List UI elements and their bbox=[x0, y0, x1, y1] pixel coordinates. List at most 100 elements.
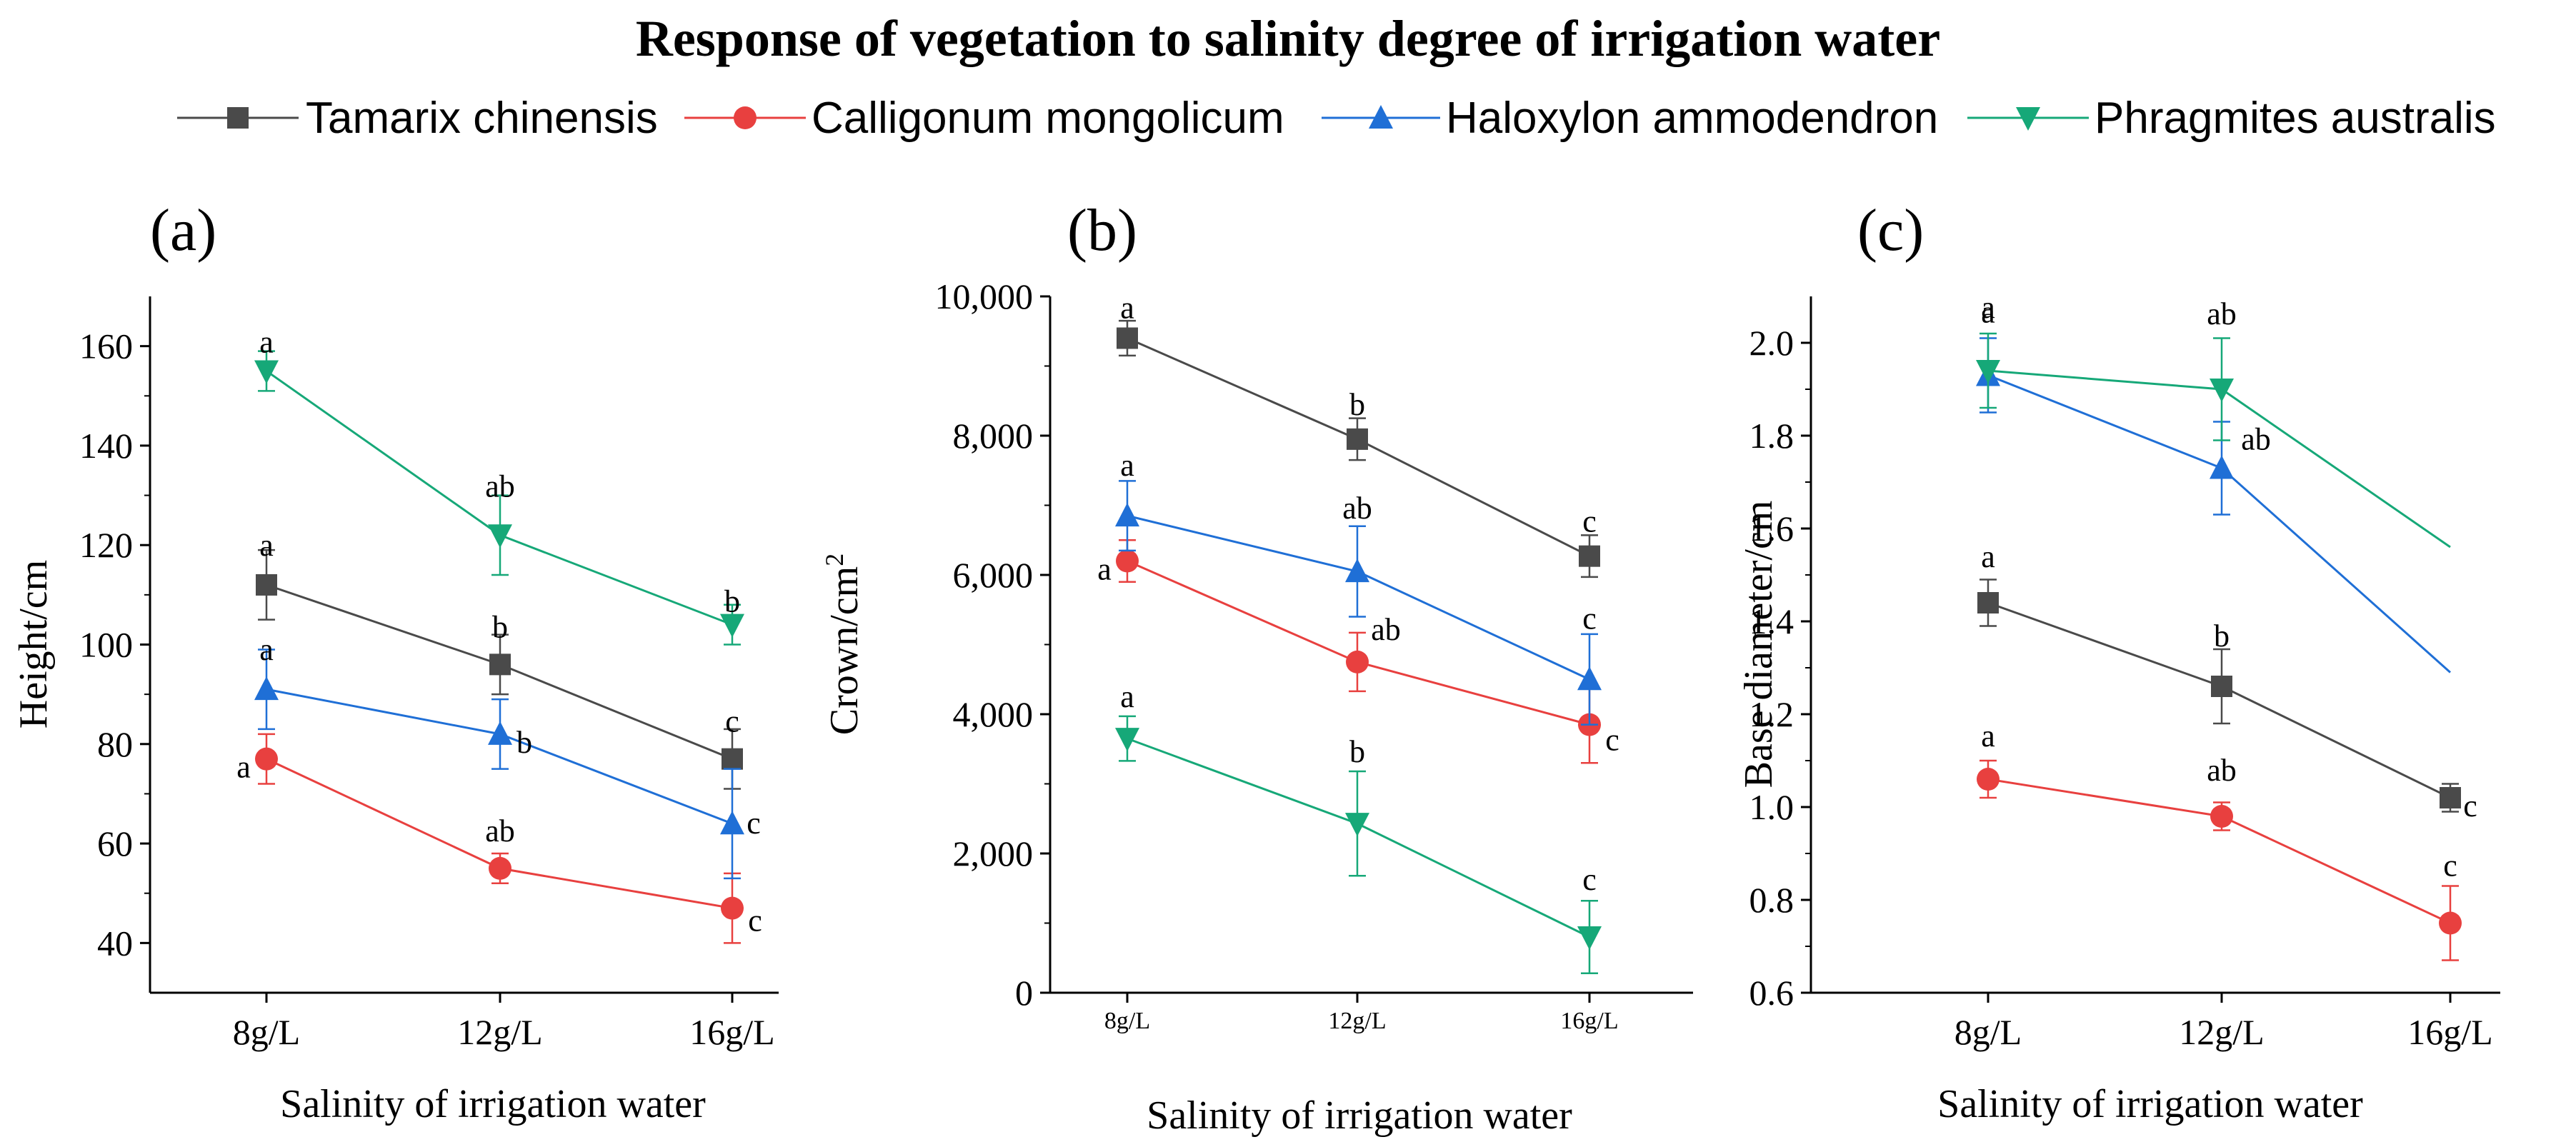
panel-a-series-haloxylon-ammodendron: abc bbox=[254, 632, 761, 880]
panel-a-xtick-label-2: 16g/L bbox=[689, 1012, 774, 1052]
panel-a-ytick-label-1: 60 bbox=[97, 823, 133, 863]
panel-a-xtick-label-0: 8g/L bbox=[233, 1012, 300, 1052]
panel-a-x-axis-label: Salinity of irrigation water bbox=[280, 1082, 706, 1126]
panel-c-series-calligonum-mongolicum-letter-1: ab bbox=[2207, 753, 2237, 788]
panel-a-series-phragmites-australis: a ab b bbox=[254, 324, 744, 646]
panel-c-ytick-label-2: 1.0 bbox=[1749, 787, 1794, 827]
panel-c-ytick-label-6: 1.8 bbox=[1749, 416, 1794, 456]
panel-b-series-phragmites-australis-letter-1: b bbox=[1349, 734, 1365, 769]
panel-b-y-axis-label-sup: 2 bbox=[820, 554, 849, 566]
panel-b-series-phragmites-australis-point-2 bbox=[1577, 926, 1602, 950]
legend-phragmites-australis: Phragmites australis bbox=[1967, 94, 2496, 143]
panel-b-ytick-label-2: 4,000 bbox=[953, 694, 1034, 734]
panel-c-series-tamarix-chinensis-letter-2: c bbox=[2463, 788, 2477, 823]
panel-b-series-haloxylon-ammodendron-letter-1: ab bbox=[1342, 491, 1372, 526]
panel-c-series-calligonum-mongolicum-letter-2: c bbox=[2443, 848, 2457, 883]
legend-haloxylon-ammodendron: Haloxylon ammodendron bbox=[1322, 94, 1938, 143]
panel-b-y-axis-label: Crown/cm2 bbox=[820, 554, 867, 735]
panel-c-series-tamarix-chinensis: abc bbox=[1977, 539, 2477, 823]
panel-b-series-phragmites-australis-letter-0: a bbox=[1120, 679, 1134, 714]
panel-a-series-tamarix-chinensis-letter-0: a bbox=[259, 528, 274, 563]
panel-c-ytick-label-7: 2.0 bbox=[1749, 323, 1794, 363]
panel-a-series-haloxylon-ammodendron-point-0 bbox=[254, 676, 279, 701]
panel-c-ytick-label-3: 1.2 bbox=[1749, 694, 1794, 734]
panel-c-y-axis-label: Base diameter/cm bbox=[1737, 501, 1781, 788]
panel-b-series-calligonum-mongolicum-letter-0: a bbox=[1097, 552, 1112, 587]
panel-b-ytick-label-5: 10,000 bbox=[935, 276, 1034, 316]
panel-b-series-tamarix-chinensis-point-0 bbox=[1117, 327, 1138, 349]
panel-b-series-haloxylon-ammodendron-point-1 bbox=[1345, 559, 1369, 583]
panel-b-series-calligonum-mongolicum-letter-2: c bbox=[1605, 723, 1619, 758]
panel-a-ytick-label-3: 100 bbox=[79, 625, 133, 665]
panel-b-series-phragmites-australis-point-1 bbox=[1345, 813, 1369, 837]
panel-c-xtick-label-0: 8g/L bbox=[1955, 1012, 2022, 1052]
panel-a-series-phragmites-australis-letter-1: ab bbox=[485, 469, 515, 504]
panel-b-series-tamarix-chinensis-point-2 bbox=[1579, 545, 1600, 567]
panel-a-series-calligonum-mongolicum-point-2 bbox=[721, 896, 744, 920]
panel-b-series-phragmites-australis: a b c bbox=[1115, 679, 1602, 974]
panel-c-series-phragmites-australis-letter-1: ab bbox=[2207, 296, 2237, 331]
panel-b-letter: (b) bbox=[1067, 197, 1137, 264]
panel-a-y-axis-label: Height/cm bbox=[11, 560, 56, 728]
panel-b-series-haloxylon-ammodendron: a ab c bbox=[1115, 448, 1602, 726]
legend-calligonum-mongolicum: Calligonum mongolicum bbox=[684, 94, 1284, 143]
panel-c-series-haloxylon-ammodendron: a ab bbox=[1976, 295, 2451, 673]
panel-c-series-tamarix-chinensis-letter-1: b bbox=[2214, 618, 2230, 653]
panel-b-series-calligonum-mongolicum-point-0 bbox=[1116, 549, 1139, 573]
legend-tamarix-chinensis: Tamarix chinensis bbox=[177, 94, 658, 143]
panel-c-series-tamarix-chinensis-letter-0: a bbox=[1981, 539, 1995, 574]
panel-b-series-calligonum-mongolicum-point-1 bbox=[1346, 650, 1369, 673]
panel-a-series-phragmites-australis-point-2 bbox=[720, 613, 744, 638]
panel-a-series-tamarix-chinensis-point-0 bbox=[256, 573, 277, 596]
panel-a-series-calligonum-mongolicum-point-1 bbox=[489, 856, 511, 880]
panel-a-xtick-label-1: 12g/L bbox=[457, 1012, 542, 1052]
panel-b-xtick-label-1: 12g/L bbox=[1328, 1008, 1386, 1034]
panel-a-series-haloxylon-ammodendron-point-1 bbox=[488, 721, 512, 745]
panel-c-series-haloxylon-ammodendron-letter-1: ab bbox=[2241, 422, 2271, 457]
panel-b-series-tamarix-chinensis-letter-1: b bbox=[1349, 387, 1365, 422]
panel-c-series-tamarix-chinensis-point-0 bbox=[1977, 592, 1999, 613]
panel-b-ytick-label-4: 8,000 bbox=[953, 416, 1034, 456]
panel-a-series-tamarix-chinensis: a b c bbox=[256, 528, 743, 790]
legend-phragmites-australis-marker bbox=[2016, 107, 2040, 131]
legend-haloxylon-ammodendron-marker bbox=[1369, 105, 1393, 129]
panel-b-ytick-label-1: 2,000 bbox=[953, 833, 1034, 873]
legend-phragmites-australis-label: Phragmites australis bbox=[2095, 94, 2496, 143]
panel-a-series-phragmites-australis-letter-2: b bbox=[724, 584, 740, 619]
legend-calligonum-mongolicum-label: Calligonum mongolicum bbox=[812, 94, 1284, 143]
panel-c-series-calligonum-mongolicum: a ab c bbox=[1977, 718, 2462, 961]
panel-a-series-tamarix-chinensis-point-1 bbox=[489, 653, 511, 676]
panel-a-series-phragmites-australis-point-0 bbox=[254, 360, 279, 384]
legend: Tamarix chinensis Calligonum mongolicum Ha… bbox=[177, 94, 2496, 143]
panel-c-series-phragmites-australis: a ab bbox=[1976, 290, 2451, 549]
figure-title: Response of vegetation to salinity degre… bbox=[636, 10, 1940, 67]
panel-c-letter: (c) bbox=[1857, 197, 1924, 264]
panel-b-xtick-label-2: 16g/L bbox=[1560, 1008, 1618, 1034]
panel-a-letter: (a) bbox=[150, 197, 216, 264]
panel-a-series-phragmites-australis-letter-0: a bbox=[259, 324, 274, 359]
panel-b-series-phragmites-australis-point-0 bbox=[1115, 728, 1139, 752]
panel-c-series-calligonum-mongolicum-point-2 bbox=[2439, 911, 2462, 935]
panel-b-series-tamarix-chinensis-letter-2: c bbox=[1582, 504, 1597, 539]
panel-b-series-haloxylon-ammodendron-point-2 bbox=[1577, 666, 1602, 691]
panel-c-ytick-label-5: 1.6 bbox=[1749, 509, 1794, 549]
panel-c: (c) 0.6 0.8 1.0 1.2 1.4 1.6 1.8 2.0 8g/L 12g/L 16g/… bbox=[1737, 197, 2500, 1126]
panel-a-series-calligonum-mongolicum: a ab c bbox=[236, 733, 762, 944]
legend-calligonum-mongolicum-marker bbox=[734, 106, 757, 129]
panel-b-series-tamarix-chinensis-point-1 bbox=[1347, 428, 1368, 450]
panel-a: (a) 40 60 80 100 120 140 160 8g/L 12g/L 16g/L Salin… bbox=[11, 197, 779, 1126]
panel-c-ytick-label-4: 1.4 bbox=[1749, 601, 1794, 641]
panel-a-ytick-label-5: 140 bbox=[79, 426, 133, 466]
panel-a-series-calligonum-mongolicum-letter-1: ab bbox=[485, 813, 515, 848]
panel-b-series-tamarix-chinensis-letter-0: a bbox=[1120, 291, 1134, 326]
panel-c-x-axis-label: Salinity of irrigation water bbox=[1937, 1082, 2363, 1126]
panel-c-series-haloxylon-ammodendron-point-1 bbox=[2210, 455, 2234, 479]
legend-tamarix-chinensis-label: Tamarix chinensis bbox=[306, 94, 658, 143]
panel-b-series-haloxylon-ammodendron-letter-2: c bbox=[1582, 601, 1597, 636]
panel-a-series-calligonum-mongolicum-point-0 bbox=[255, 747, 278, 771]
panel-b-series-phragmites-australis-letter-2: c bbox=[1582, 862, 1597, 897]
panel-c-series-tamarix-chinensis-point-1 bbox=[2211, 676, 2232, 697]
panel-b-series-haloxylon-ammodendron-letter-0: a bbox=[1120, 448, 1134, 483]
panel-a-series-haloxylon-ammodendron-point-2 bbox=[720, 811, 744, 835]
